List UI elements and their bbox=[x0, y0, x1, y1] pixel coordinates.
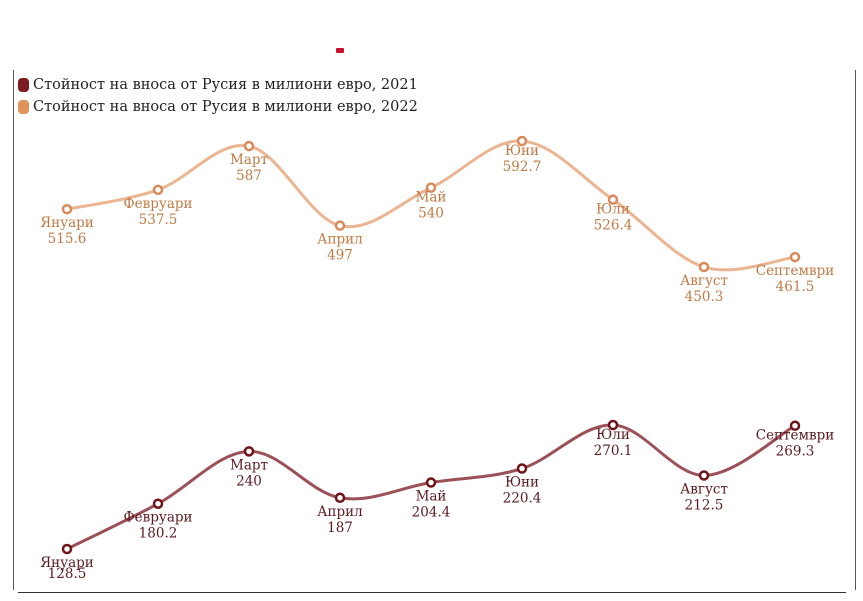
category-label-0-2: Март bbox=[230, 457, 268, 473]
category-label-0-7: Август bbox=[680, 481, 728, 497]
data-point-0-0[interactable] bbox=[61, 543, 73, 555]
category-label-1-6: Юли bbox=[596, 202, 630, 218]
category-label-0-0: Януари bbox=[40, 555, 94, 571]
value-label-0-3: 187 bbox=[327, 520, 353, 536]
brand-mark bbox=[336, 48, 344, 53]
data-point-1-3[interactable] bbox=[334, 220, 346, 231]
data-point-1-7[interactable] bbox=[698, 261, 710, 273]
data-point-1-2[interactable] bbox=[243, 140, 255, 152]
value-label-0-7: 212.5 bbox=[685, 497, 724, 513]
category-label-0-4: Май bbox=[416, 489, 447, 505]
legend-item-2021[interactable]: Стойност на вноса от Русия в милиони евр… bbox=[18, 74, 418, 96]
value-label-0-8: 269.3 bbox=[776, 444, 815, 460]
value-label-0-4: 204.4 bbox=[412, 505, 451, 521]
category-label-1-7: Август bbox=[680, 273, 728, 289]
value-label-0-1: 180.2 bbox=[139, 526, 178, 542]
category-label-0-5: Юни bbox=[505, 475, 539, 491]
legend-item-2022[interactable]: Стойност на вноса от Русия в милиони евр… bbox=[18, 96, 418, 118]
value-label-1-2: 587 bbox=[236, 168, 262, 184]
data-point-1-8[interactable] bbox=[789, 251, 801, 263]
category-label-1-5: Юни bbox=[505, 143, 539, 159]
frame-right-border bbox=[855, 70, 856, 590]
value-label-1-3: 497 bbox=[327, 248, 353, 264]
legend-label-2022: Стойност на вноса от Русия в милиони евр… bbox=[33, 99, 418, 115]
value-label-1-4: 540 bbox=[418, 206, 444, 222]
data-point-0-7[interactable] bbox=[698, 470, 710, 481]
category-label-0-3: Април bbox=[317, 504, 363, 520]
data-point-1-5[interactable] bbox=[516, 135, 528, 147]
category-label-1-2: Март bbox=[230, 152, 268, 168]
value-label-1-5: 592.7 bbox=[503, 159, 542, 175]
category-label-0-8: Септември bbox=[756, 428, 835, 444]
category-label-1-0: Януари bbox=[40, 215, 94, 231]
data-point-0-8[interactable] bbox=[789, 420, 801, 431]
value-label-0-0: 128.5 bbox=[48, 566, 87, 582]
data-point-0-6[interactable] bbox=[607, 419, 619, 431]
chart-baseline bbox=[18, 592, 846, 593]
frame-left-border bbox=[13, 70, 14, 590]
value-label-0-5: 220.4 bbox=[503, 491, 542, 507]
value-label-1-1: 537.5 bbox=[139, 212, 178, 228]
legend-label-2021: Стойност на вноса от Русия в милиони евр… bbox=[33, 77, 418, 93]
value-label-1-6: 526.4 bbox=[594, 218, 633, 234]
category-label-0-6: Юли bbox=[596, 427, 630, 443]
data-point-0-1[interactable] bbox=[152, 498, 164, 509]
data-point-1-6[interactable] bbox=[607, 194, 619, 205]
data-point-1-4[interactable] bbox=[425, 182, 437, 193]
category-label-1-1: Февруари bbox=[123, 196, 192, 212]
category-label-1-4: Май bbox=[416, 190, 447, 206]
value-label-0-2: 240 bbox=[236, 473, 262, 489]
value-label-1-0: 515.6 bbox=[48, 231, 87, 247]
legend-swatch-2021 bbox=[18, 78, 29, 92]
data-point-0-4[interactable] bbox=[425, 477, 437, 488]
category-label-0-1: Февруари bbox=[123, 510, 192, 526]
data-point-0-2[interactable] bbox=[243, 446, 255, 457]
data-point-0-5[interactable] bbox=[516, 463, 528, 474]
value-label-0-6: 270.1 bbox=[594, 443, 633, 459]
data-point-0-3[interactable] bbox=[334, 492, 346, 504]
data-point-1-1[interactable] bbox=[152, 184, 164, 196]
value-label-1-8: 461.5 bbox=[776, 279, 815, 295]
value-label-1-7: 450.3 bbox=[685, 289, 724, 305]
category-label-1-3: Април bbox=[317, 232, 363, 248]
data-point-1-0[interactable] bbox=[61, 203, 73, 215]
legend-swatch-2022 bbox=[18, 100, 29, 114]
chart-legend: Стойност на вноса от Русия в милиони евр… bbox=[18, 74, 418, 118]
category-label-1-8: Септември bbox=[756, 263, 835, 279]
